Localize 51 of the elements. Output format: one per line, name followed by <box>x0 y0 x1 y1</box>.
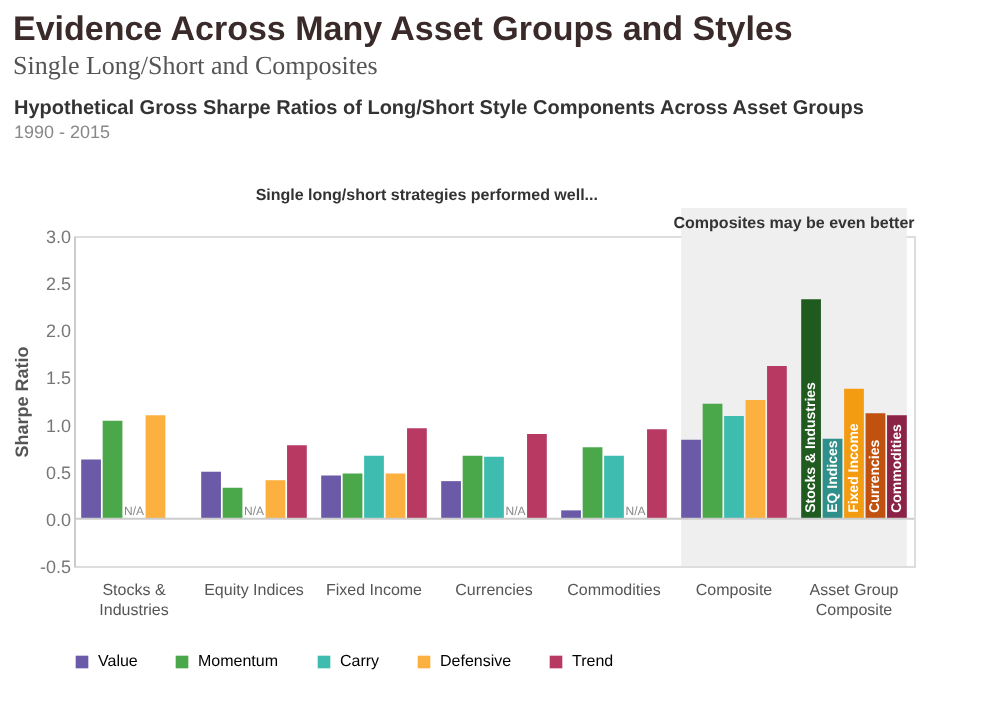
bar <box>102 420 123 519</box>
bar <box>527 434 547 519</box>
y-tick-label: 0.0 <box>45 509 71 530</box>
chart-subtitle: Single Long/Short and Composites <box>12 50 378 80</box>
text: Single long/short strategies performed well... <box>255 186 598 204</box>
bar <box>702 403 723 519</box>
legend-label: Momentum <box>198 652 279 670</box>
x-tick-label: Equity Indices <box>204 581 304 599</box>
y-tick-label: 2.0 <box>45 321 71 342</box>
bar <box>385 473 406 519</box>
y-tick-label: -0.5 <box>39 557 71 577</box>
x-tick-label: Commodities <box>567 581 661 599</box>
bar <box>441 481 461 519</box>
x-tick-label: Asset Group Composite <box>809 581 900 619</box>
bar <box>287 445 307 519</box>
bar <box>145 415 166 519</box>
bar <box>407 428 427 519</box>
bar <box>265 480 286 519</box>
y-axis-title: Sharpe Ratio <box>11 345 32 458</box>
bar <box>342 473 363 519</box>
x-tick-label: Fixed Income <box>325 581 424 599</box>
bar <box>81 459 101 519</box>
legend-label: Value <box>98 652 139 670</box>
band-label: Composites may be even better <box>673 214 915 232</box>
bar <box>222 487 243 519</box>
legend-label: Defensive <box>440 652 513 670</box>
chart-title: Evidence Across Many Asset Groups and Styles <box>12 10 793 48</box>
x-tick-label: Stocks & Industries <box>99 581 169 619</box>
bar <box>767 366 787 519</box>
bar <box>484 456 504 519</box>
bar <box>582 447 603 519</box>
bar <box>364 455 384 519</box>
y-tick-label: 2.5 <box>45 274 71 295</box>
bar <box>462 455 483 519</box>
x-tick-label: Composite <box>695 581 774 599</box>
legend-label: Carry <box>340 652 380 670</box>
y-tick-label: 1.0 <box>45 415 71 436</box>
legend-label: Trend <box>572 652 614 670</box>
bar <box>681 439 701 519</box>
bar <box>724 416 744 519</box>
bar <box>647 429 667 519</box>
text: Hypothetical Gross Sharpe Ratios of Long/Short Style Components Across Asset Groups <box>14 98 865 120</box>
text: 1990 - 2015 <box>14 122 111 142</box>
y-tick-label: 3.0 <box>45 227 71 247</box>
bar <box>604 455 624 519</box>
bar <box>321 475 341 519</box>
y-tick-label: 1.5 <box>45 368 71 389</box>
bar <box>745 400 766 519</box>
bar <box>201 471 221 519</box>
y-tick-label: 0.5 <box>45 462 71 483</box>
x-tick-label: Currencies <box>455 581 533 599</box>
